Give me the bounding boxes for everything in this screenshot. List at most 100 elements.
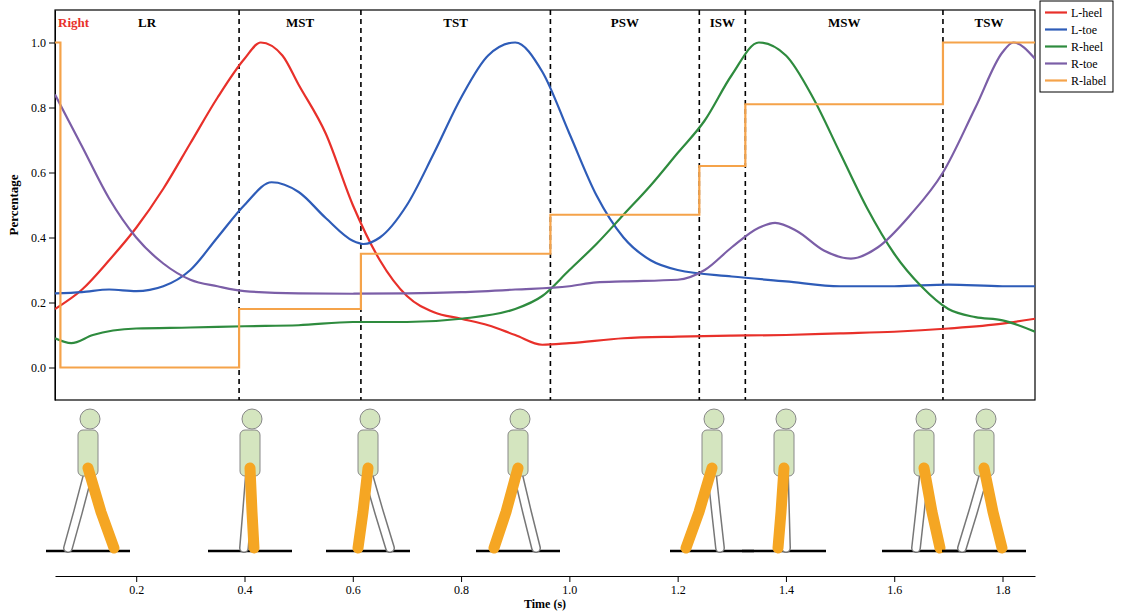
tick-mark (461, 576, 462, 582)
tick-label: 1.6 (887, 583, 902, 597)
right-leg (494, 468, 518, 548)
tick-mark (894, 576, 895, 582)
walker (742, 409, 826, 551)
tick-label: 1.0 (31, 36, 46, 50)
legend-swatch (1045, 45, 1067, 47)
legend-box (1040, 1, 1113, 92)
series-line (55, 43, 1035, 294)
tick-mark (49, 43, 55, 44)
head (704, 409, 724, 429)
walker (670, 409, 754, 551)
phase-label: LR (138, 15, 157, 30)
ground (476, 550, 560, 553)
tick-mark (49, 368, 55, 369)
left-leg (712, 474, 720, 548)
legend-label: R-toe (1071, 57, 1098, 71)
tick: 0.2 (129, 576, 144, 597)
phase-boundary (550, 10, 552, 400)
phase-boundary (745, 10, 747, 400)
leg-outline (962, 474, 984, 548)
walker (46, 409, 130, 551)
tick: 0.0 (31, 361, 55, 375)
right-leg (88, 468, 114, 548)
right-leg (924, 468, 940, 548)
axis-line (56, 576, 1036, 577)
legend-swatch (1045, 28, 1067, 30)
leg-outline (712, 474, 720, 548)
head (360, 409, 380, 429)
head (242, 409, 262, 429)
plot-marks (55, 10, 1035, 400)
tick-mark (245, 576, 246, 582)
phase-label: MST (286, 15, 315, 30)
right-leg (984, 468, 1002, 548)
tick-mark (569, 576, 570, 582)
tick-label: 1.0 (562, 583, 577, 597)
tick: 1.6 (887, 576, 902, 597)
walker (476, 409, 560, 551)
tick: 1.0 (31, 36, 55, 50)
tick: 0.2 (31, 296, 55, 310)
tick-label: 0.0 (31, 361, 46, 375)
tick-label: 1.4 (779, 583, 794, 597)
head (510, 409, 530, 429)
tick: 0.8 (31, 101, 55, 115)
annotation: Right (58, 15, 90, 30)
gait-figures (46, 409, 1026, 551)
tick-label: 0.6 (31, 166, 46, 180)
tick-mark (49, 108, 55, 109)
right-leg (686, 468, 712, 548)
series-line (55, 43, 1035, 345)
tick-label: 1.8 (996, 583, 1011, 597)
leg-outline (68, 474, 88, 548)
tick: 0.4 (238, 576, 253, 597)
tick-mark (786, 576, 787, 582)
tick: 0.6 (31, 166, 55, 180)
tick-label: 0.8 (454, 583, 469, 597)
tick: 1.2 (671, 576, 686, 597)
tick-mark (49, 303, 55, 304)
tick-label: 0.2 (31, 296, 46, 310)
tick-mark (1003, 576, 1004, 582)
head (80, 409, 100, 429)
tick-mark (49, 173, 55, 174)
phase-label: TSW (975, 15, 1004, 30)
ground (942, 550, 1026, 553)
left-leg (68, 474, 88, 548)
legend-swatch (1045, 79, 1067, 81)
plot-frame (55, 10, 1035, 400)
tick: 1.0 (562, 576, 577, 597)
tick-label: 0.4 (238, 583, 253, 597)
tick-label: 0.4 (31, 231, 46, 245)
y-axis: 0.0 0.2 0.4 0.6 0.8 1.0 (31, 11, 56, 401)
legend-label: L-toe (1071, 23, 1097, 37)
legend-swatch (1045, 11, 1067, 13)
phase-boundary (360, 10, 362, 400)
legend-swatch (1045, 62, 1067, 64)
y-axis-title: Percentage (6, 174, 21, 235)
walker (208, 409, 292, 551)
chart: 0.0 0.2 0.4 0.6 0.8 1.0 0.2 0.4 0.6 0.8 1.0 1.2 1.4 1… (0, 0, 1135, 616)
right-leg (250, 468, 254, 548)
legend: L-heelL-toeR-heelR-toeR-label (1040, 1, 1113, 92)
phase-label: PSW (611, 15, 639, 30)
series-line (55, 43, 1035, 344)
walker (326, 409, 410, 551)
tick: 0.4 (31, 231, 55, 245)
left-leg (518, 474, 536, 548)
walker (942, 409, 1026, 551)
tick-mark (353, 576, 354, 582)
phase-label: TST (443, 15, 468, 30)
tick-label: 0.2 (129, 583, 144, 597)
walker (882, 409, 966, 551)
x-axis-title: Time (s) (524, 597, 566, 611)
tick-mark (136, 576, 137, 582)
series-line (55, 43, 1035, 294)
tick-mark (678, 576, 679, 582)
tick: 1.8 (996, 576, 1011, 597)
tick-label: 0.6 (346, 583, 361, 597)
tick: 1.4 (779, 576, 794, 597)
leg-outline (518, 474, 536, 548)
tick-label: 1.2 (671, 583, 686, 597)
legend-label: L-heel (1071, 6, 1103, 20)
